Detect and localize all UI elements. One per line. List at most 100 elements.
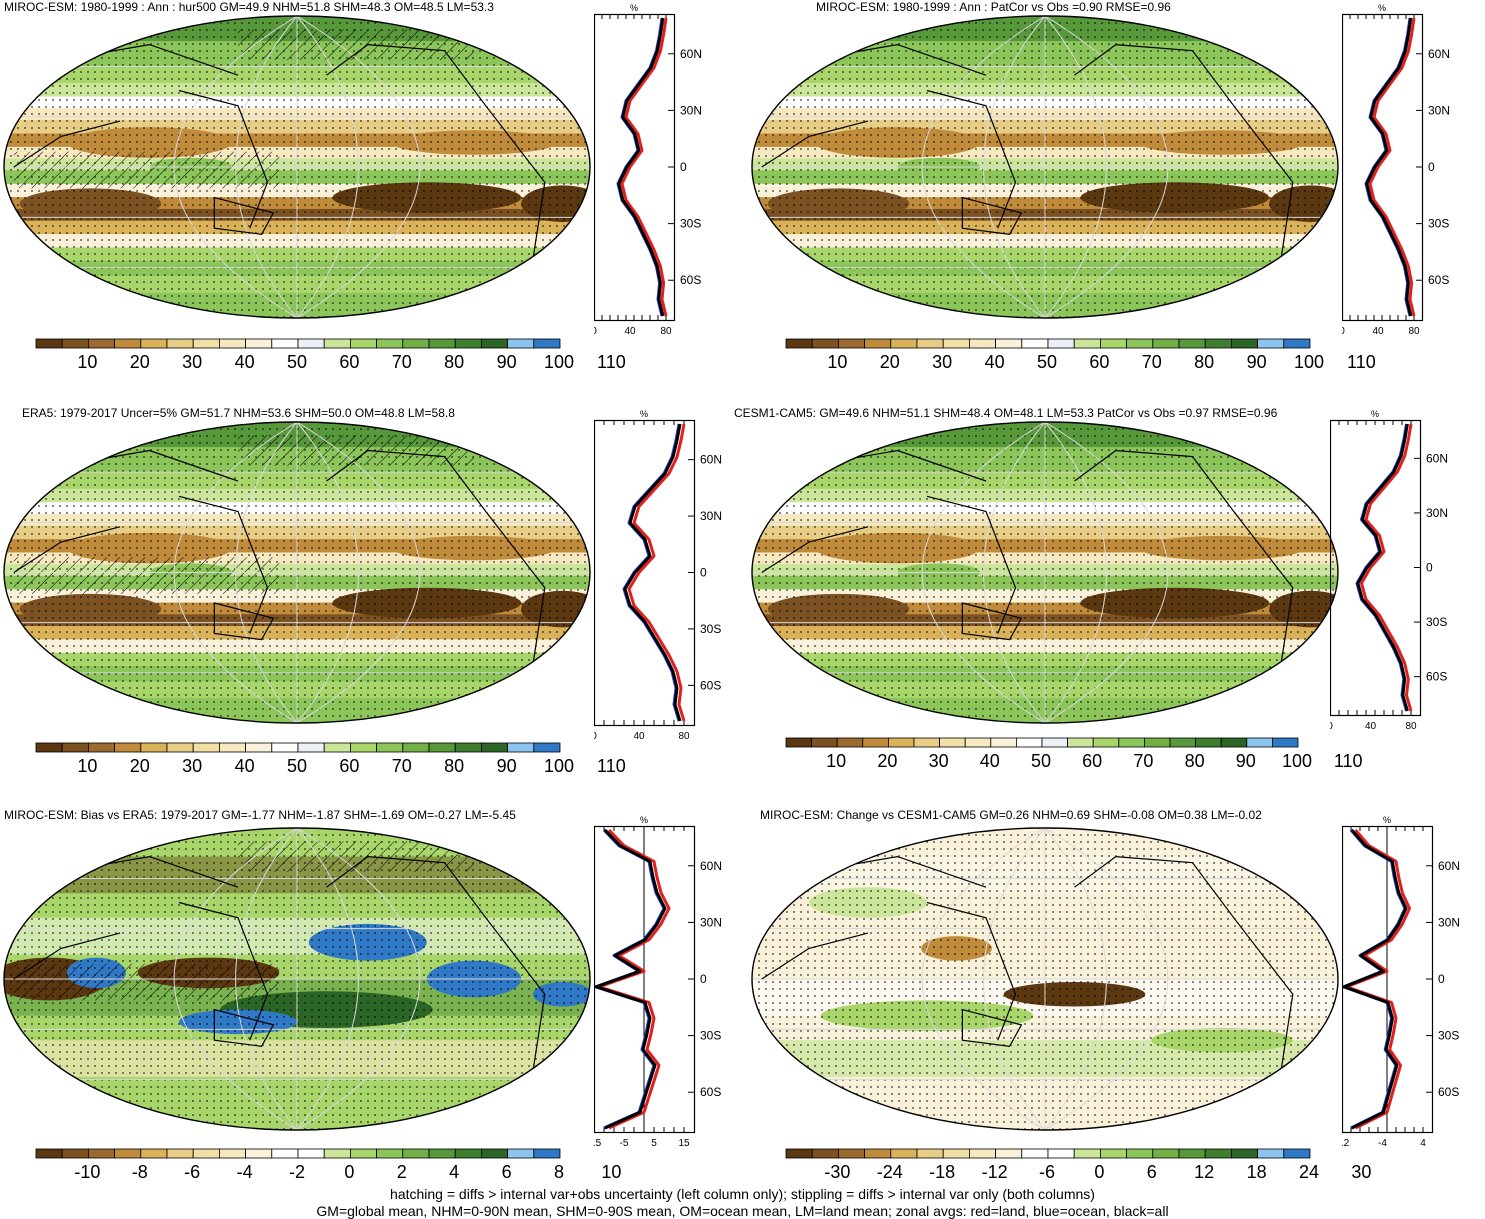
colorbar-swatch bbox=[533, 742, 561, 753]
colorbar-swatch bbox=[913, 737, 941, 748]
colorbar-tick-label: 10 bbox=[77, 352, 98, 372]
colorbar-tick-label: 100 bbox=[543, 352, 575, 372]
world-map bbox=[3, 15, 591, 319]
colorbar-swatch bbox=[245, 1148, 273, 1159]
colorbar-tick-label: -2 bbox=[288, 1162, 306, 1182]
colorbar-tick-label: 100 bbox=[543, 756, 575, 776]
colorbar-labels: 10 20 30 40 50 60 70 80 90 100 110 bbox=[35, 756, 625, 778]
panel-title: MIROC-ESM: 1980-1999 : Ann : PatCor vs O… bbox=[816, 0, 1171, 14]
colorbar-tick-label: 50 bbox=[1030, 751, 1052, 771]
colorbar-tick-label: 70 bbox=[391, 756, 412, 776]
zonal-all-line bbox=[623, 423, 682, 722]
colorbar-tick-label: 30 bbox=[182, 352, 203, 372]
colorbar-tick-label: 30 bbox=[932, 352, 953, 372]
colorbar-swatch bbox=[35, 338, 63, 349]
colorbar-swatch bbox=[271, 742, 299, 753]
colorbar-swatch bbox=[349, 742, 377, 753]
colorbar-swatch bbox=[245, 742, 273, 753]
zonal-lat-tick-label: 60N bbox=[1438, 859, 1460, 873]
colorbar-tick-label: 40 bbox=[234, 756, 255, 776]
colorbar-tick-label: 30 bbox=[928, 751, 949, 771]
colorbar-swatch bbox=[1073, 1148, 1101, 1159]
zonal-all-line bbox=[1356, 423, 1409, 712]
zonal-unit-label: % bbox=[630, 4, 638, 13]
colorbar-tick-label: 20 bbox=[129, 756, 150, 776]
zonal-lat-tick-label: 0 bbox=[700, 972, 707, 986]
colorbar-tick-label: 100 bbox=[1293, 352, 1325, 372]
colorbar-swatch bbox=[61, 742, 89, 753]
colorbar-labels: 10 20 30 40 50 60 70 80 90 100 110 bbox=[785, 352, 1375, 374]
colorbar-swatch bbox=[297, 338, 325, 349]
zonal-land-line bbox=[1345, 829, 1411, 1130]
colorbar-swatch bbox=[1126, 338, 1154, 349]
colorbar-tick-label: 90 bbox=[1246, 352, 1267, 372]
panel-title: ERA5: 1979-2017 Uncer=5% GM=51.7 NHM=53.… bbox=[22, 406, 455, 420]
panel-change: MIROC-ESM: Change vs CESM1-CAM5 GM=0.26 … bbox=[742, 806, 1484, 1211]
colorbar-swatch bbox=[218, 742, 246, 753]
colorbar-swatch bbox=[402, 1148, 430, 1159]
colorbar-swatch bbox=[454, 338, 482, 349]
colorbar-swatch bbox=[811, 737, 838, 748]
colorbar-swatch bbox=[114, 338, 142, 349]
colorbar-swatch bbox=[1021, 338, 1049, 349]
panel-bias: MIROC-ESM: Bias vs ERA5: 1979-2017 GM=-1… bbox=[0, 806, 742, 1211]
colorbar-swatch bbox=[1047, 338, 1075, 349]
zonal-x-tick-label: 40 bbox=[1372, 326, 1384, 336]
zonal-x-tick-label: 40 bbox=[1365, 721, 1377, 731]
colorbar-swatch bbox=[533, 1148, 561, 1159]
zonal-x-tick-label: 40 bbox=[624, 326, 636, 336]
colorbar-swatch bbox=[454, 1148, 482, 1159]
colorbar-tick-label: 20 bbox=[129, 352, 150, 372]
colorbar-swatch bbox=[480, 1148, 508, 1159]
colorbar bbox=[35, 338, 561, 349]
colorbar-swatch bbox=[507, 742, 535, 753]
colorbar-labels: -30 -24 -18 -12 -6 0 6 12 18 24 30 bbox=[785, 1162, 1371, 1184]
zonal-lat-tick-label: 0 bbox=[680, 160, 687, 174]
zonal-lat-tick-label: 60S bbox=[680, 273, 701, 287]
colorbar bbox=[785, 338, 1311, 349]
zonal-lat-tick-label: 60S bbox=[1438, 1085, 1459, 1099]
colorbar-tick-label: -30 bbox=[824, 1162, 851, 1182]
colorbar-tick-label: 110 bbox=[1333, 751, 1363, 771]
colorbar-swatch bbox=[35, 1148, 63, 1159]
colorbar bbox=[35, 1148, 561, 1159]
colorbar-swatch bbox=[838, 338, 866, 349]
panel-title: CESM1-CAM5: GM=49.6 NHM=51.1 SHM=48.4 OM… bbox=[734, 406, 1278, 420]
zonal-mean-plot: % 60N 30N 0 30S 60S 0 40 80 bbox=[594, 4, 702, 336]
zonal-unit-label: % bbox=[1378, 4, 1386, 13]
zonal-x-tick-label: 80 bbox=[1408, 326, 1420, 336]
colorbar-swatch bbox=[507, 338, 535, 349]
colorbar-swatch bbox=[939, 737, 966, 748]
colorbar-tick-label: 60 bbox=[339, 352, 360, 372]
colorbar-tick-label: 10 bbox=[77, 756, 98, 776]
zonal-lat-tick-label: 60S bbox=[700, 1085, 721, 1099]
colorbar-labels: 10 20 30 40 50 60 70 80 90 100 110 bbox=[785, 751, 1362, 773]
panel-title: MIROC-ESM: 1980-1999 : Ann : hur500 GM=4… bbox=[4, 0, 494, 14]
colorbar-tick-label: 30 bbox=[1351, 1162, 1372, 1182]
zonal-lat-tick-label: 0 bbox=[1426, 561, 1433, 575]
colorbar-tick-label: 90 bbox=[496, 756, 517, 776]
zonal-x-tick-label: 5 bbox=[651, 1138, 657, 1148]
colorbar-swatch bbox=[88, 742, 116, 753]
colorbar-swatch bbox=[1246, 737, 1273, 748]
colorbar-tick-label: -6 bbox=[184, 1162, 201, 1182]
colorbar-swatch bbox=[1021, 1148, 1049, 1159]
world-map bbox=[751, 15, 1339, 319]
colorbar-tick-label: 80 bbox=[444, 756, 465, 776]
colorbar-tick-label: 70 bbox=[1133, 751, 1154, 771]
colorbar-swatch bbox=[402, 338, 430, 349]
colorbar-swatch bbox=[1204, 1148, 1232, 1159]
colorbar-swatch bbox=[864, 1148, 892, 1159]
colorbar-swatch bbox=[864, 338, 892, 349]
colorbar-swatch bbox=[88, 338, 116, 349]
world-map bbox=[3, 421, 591, 724]
colorbar-swatch bbox=[192, 742, 220, 753]
colorbar-tick-label: 20 bbox=[877, 751, 898, 771]
zonal-lat-tick-label: 0 bbox=[1438, 972, 1445, 986]
colorbar-tick-label: 60 bbox=[339, 756, 360, 776]
colorbar-swatch bbox=[1092, 737, 1120, 748]
footnote-line-1: hatching = diffs > internal var+obs unce… bbox=[390, 1186, 1095, 1202]
colorbar-tick-label: 80 bbox=[1194, 352, 1215, 372]
panel-cesm1: CESM1-CAM5: GM=49.6 NHM=51.1 SHM=48.4 OM… bbox=[734, 400, 1484, 805]
colorbar-swatch bbox=[428, 338, 456, 349]
